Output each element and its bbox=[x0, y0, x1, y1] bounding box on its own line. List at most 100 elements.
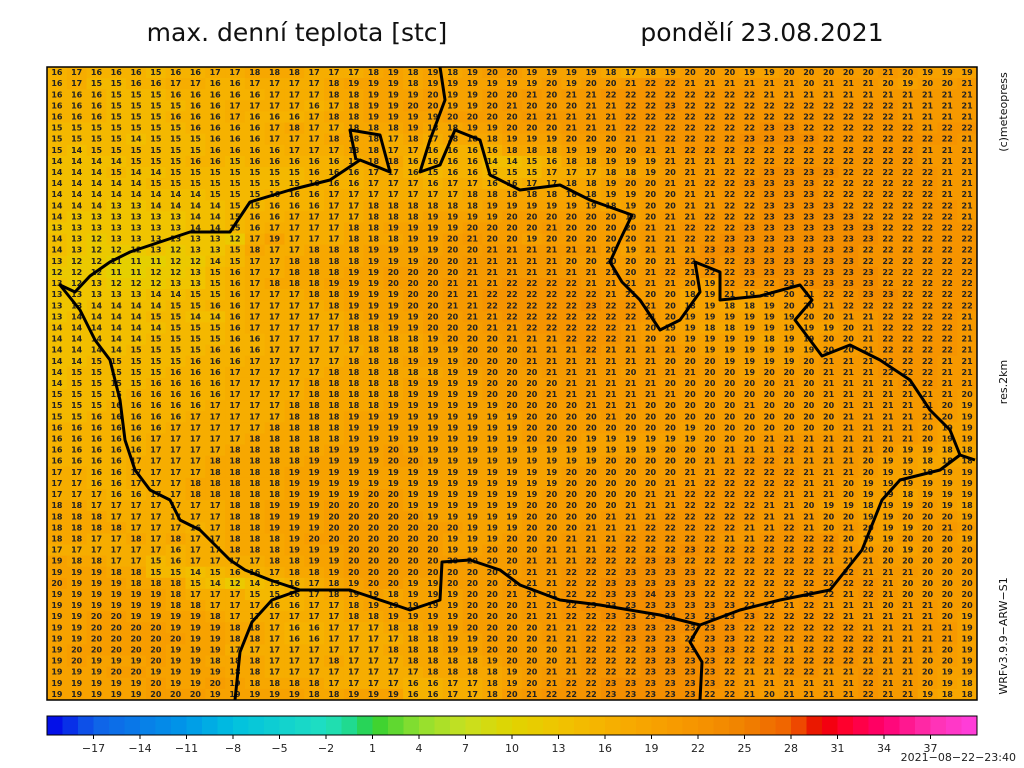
cell-value: 19 bbox=[526, 135, 538, 144]
cell-value: 19 bbox=[407, 590, 419, 599]
cell-value: 14 bbox=[130, 301, 142, 310]
cell-value: 22 bbox=[902, 235, 913, 244]
cell-value: 20 bbox=[566, 479, 578, 488]
cell-bg bbox=[739, 322, 760, 335]
cell-bg bbox=[383, 67, 404, 79]
cell-value: 18 bbox=[348, 90, 360, 99]
cell-bg bbox=[798, 144, 820, 157]
cell-bg bbox=[858, 111, 879, 124]
cell-value: 19 bbox=[586, 446, 598, 455]
cell-value: 22 bbox=[645, 534, 656, 543]
cell-bg bbox=[264, 133, 285, 146]
cell-value: 17 bbox=[269, 90, 280, 99]
cell-value: 23 bbox=[764, 190, 775, 199]
cell-value: 15 bbox=[150, 124, 162, 133]
cell-value: 17 bbox=[269, 323, 280, 332]
cell-value: 22 bbox=[922, 235, 933, 244]
cell-value: 23 bbox=[605, 590, 616, 599]
cell-value: 20 bbox=[487, 224, 499, 233]
cell-value: 23 bbox=[783, 246, 794, 255]
cell-value: 17 bbox=[289, 368, 300, 377]
cell-bg bbox=[739, 166, 760, 179]
cell-value: 16 bbox=[467, 157, 479, 166]
cell-value: 22 bbox=[724, 90, 735, 99]
cell-bg bbox=[502, 122, 523, 135]
cell-bg bbox=[383, 144, 404, 157]
cell-value: 22 bbox=[724, 112, 735, 121]
cell-value: 19 bbox=[427, 457, 439, 466]
cell-bg bbox=[106, 244, 127, 257]
cell-value: 21 bbox=[882, 568, 894, 577]
cell-value: 16 bbox=[289, 623, 301, 632]
cell-value: 20 bbox=[467, 612, 479, 621]
cell-value: 16 bbox=[289, 601, 301, 610]
cell-value: 22 bbox=[605, 646, 616, 655]
cell-value: 20 bbox=[586, 479, 598, 488]
cell-value: 20 bbox=[685, 446, 697, 455]
cell-value: 23 bbox=[685, 601, 696, 610]
cell-bg bbox=[779, 67, 800, 79]
cell-value: 17 bbox=[269, 290, 280, 299]
cell-value: 18 bbox=[348, 390, 360, 399]
cell-value: 22 bbox=[902, 135, 913, 144]
cell-bg bbox=[858, 100, 879, 112]
cell-value: 23 bbox=[665, 557, 676, 566]
cell-value: 20 bbox=[744, 412, 756, 421]
cell-value: 22 bbox=[744, 468, 755, 477]
cell-bg bbox=[699, 233, 721, 246]
cell-value: 22 bbox=[902, 335, 913, 344]
cell-value: 20 bbox=[942, 557, 954, 566]
cell-value: 22 bbox=[942, 135, 953, 144]
cell-value: 23 bbox=[783, 190, 794, 199]
cell-bg bbox=[66, 78, 88, 90]
cell-bg bbox=[699, 322, 721, 335]
cell-value: 21 bbox=[902, 390, 914, 399]
cell-bg bbox=[363, 200, 384, 212]
cell-value: 21 bbox=[962, 101, 974, 110]
cell-bg bbox=[818, 166, 839, 179]
cell-value: 22 bbox=[685, 146, 696, 155]
cell-bg bbox=[106, 322, 127, 335]
cell-bg bbox=[917, 133, 938, 146]
cell-value: 16 bbox=[111, 423, 123, 432]
cell-bg bbox=[957, 78, 978, 90]
cell-value: 22 bbox=[902, 301, 913, 310]
cell-bg bbox=[482, 155, 503, 168]
cell-value: 21 bbox=[546, 335, 558, 344]
cell-bg bbox=[640, 211, 661, 223]
cell-value: 17 bbox=[546, 179, 557, 188]
cell-value: 20 bbox=[605, 212, 617, 221]
cell-bg bbox=[225, 211, 246, 223]
cell-bg bbox=[779, 300, 800, 312]
cell-bg bbox=[660, 67, 681, 79]
cell-value: 22 bbox=[665, 79, 676, 88]
cell-value: 20 bbox=[71, 646, 83, 655]
cell-value: 22 bbox=[843, 201, 854, 210]
cell-bg bbox=[343, 78, 365, 90]
cell-value: 12 bbox=[51, 268, 62, 277]
cell-value: 20 bbox=[427, 101, 439, 110]
cell-value: 22 bbox=[744, 146, 755, 155]
cell-value: 21 bbox=[467, 235, 479, 244]
cell-bg bbox=[541, 67, 562, 79]
cell-value: 22 bbox=[902, 168, 913, 177]
cell-value: 19 bbox=[51, 623, 63, 632]
cell-bg bbox=[145, 266, 167, 279]
cell-value: 17 bbox=[91, 546, 102, 555]
cell-value: 17 bbox=[190, 79, 201, 88]
cell-value: 21 bbox=[704, 468, 716, 477]
cell-bg bbox=[581, 100, 602, 112]
cell-bg bbox=[561, 333, 582, 346]
cell-bg bbox=[957, 278, 978, 290]
cell-value: 13 bbox=[190, 235, 201, 244]
cell-value: 13 bbox=[170, 212, 181, 221]
cell-bg bbox=[66, 111, 88, 124]
cell-value: 20 bbox=[506, 612, 518, 621]
cell-bg bbox=[917, 322, 938, 335]
cell-bg bbox=[561, 89, 582, 101]
cell-value: 20 bbox=[546, 124, 558, 133]
cell-bg bbox=[581, 300, 602, 312]
cell-value: 18 bbox=[269, 423, 281, 432]
cell-value: 22 bbox=[744, 512, 755, 521]
cell-bg bbox=[383, 211, 404, 223]
